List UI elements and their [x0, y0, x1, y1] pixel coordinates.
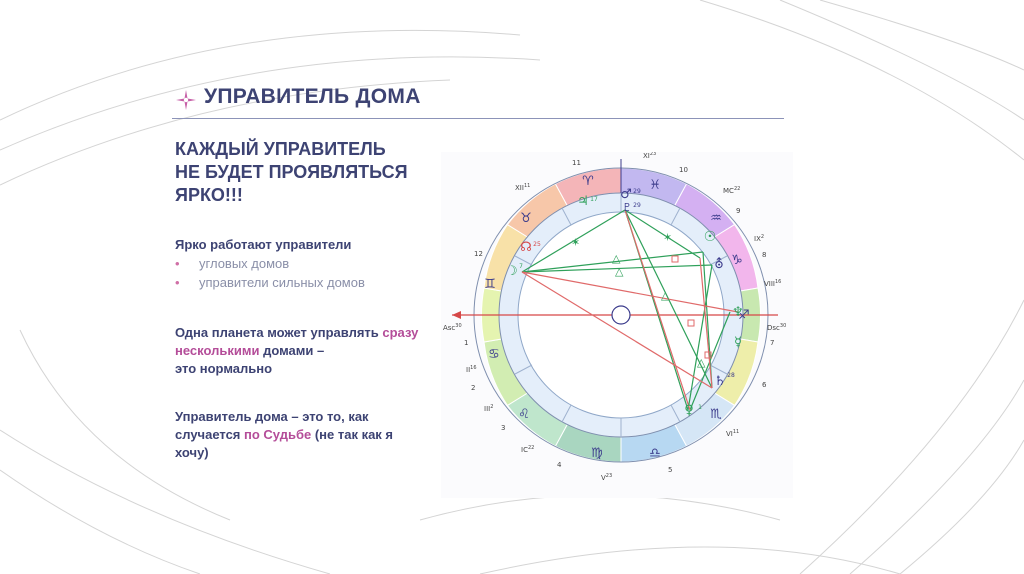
uranus-icon: ⛢: [714, 257, 724, 272]
house-label: II16: [466, 365, 477, 374]
house-label: XII11: [515, 183, 530, 192]
block-heading: Ярко работают управители: [175, 237, 352, 252]
taurus-icon: ♉: [520, 211, 532, 226]
libra-icon: ♎: [649, 446, 661, 461]
dsc-label: Dsc30: [767, 323, 786, 332]
house-number: 12: [474, 250, 483, 258]
moon-icon: ☽: [506, 264, 518, 279]
mc-label: MC22: [723, 186, 740, 195]
house-label: VIII16: [764, 279, 781, 288]
asc-label: Asc30: [443, 323, 462, 332]
aspect-symbol: △: [697, 356, 706, 369]
node-icon: ☊: [520, 240, 532, 255]
paragraph-ruler: Управитель дома – это то, как случается …: [175, 408, 430, 462]
aries-icon: ♈: [582, 174, 594, 189]
planet-degree: 29: [633, 188, 641, 195]
aspect-symbol: ✶: [571, 236, 580, 249]
text-part: Одна планета может управлять: [175, 325, 383, 340]
headline-line: ЯРКО!!!: [175, 185, 243, 205]
sparkle-icon: [176, 90, 196, 110]
saturn-icon: ♄: [714, 374, 726, 389]
text-part: (не так как я: [311, 427, 394, 442]
planet-degree: 28: [727, 372, 735, 379]
sun-icon: ☉: [704, 229, 717, 245]
planet-degree: 7: [519, 263, 523, 270]
aspect-symbol: ✶: [663, 231, 672, 244]
bullet-list: угловых домов управители сильных домов: [175, 256, 430, 290]
text-part: хочу): [175, 445, 209, 460]
list-item: управители сильных домов: [175, 275, 430, 290]
aspect-symbol: △: [615, 265, 624, 278]
planet-degree: 17: [590, 196, 598, 203]
house-number: 1: [464, 339, 468, 347]
house-label: V23: [601, 473, 612, 482]
house-label: IX2: [754, 234, 764, 243]
virgo-icon: ♍: [591, 446, 603, 461]
planet-degree: 29: [633, 202, 641, 209]
mercury-icon: ☿: [734, 335, 742, 350]
house-number: 7: [770, 339, 774, 347]
jupiter-icon: ♃: [577, 194, 589, 209]
highlight-text: по Судьбе: [244, 427, 312, 442]
ic-label: IC22: [521, 445, 534, 454]
capricorn-icon: ♑: [731, 253, 743, 268]
text-part: Управитель дома – это то, как: [175, 409, 369, 424]
house-number: 8: [762, 251, 766, 259]
text-part: случается: [175, 427, 245, 442]
text-column: КАЖДЫЙ УПРАВИТЕЛЬ НЕ БУДЕТ ПРОЯВЛЯТЬСЯ Я…: [175, 138, 430, 462]
headline: КАЖДЫЙ УПРАВИТЕЛЬ НЕ БУДЕТ ПРОЯВЛЯТЬСЯ Я…: [175, 138, 430, 207]
house-label: VI11: [726, 429, 739, 438]
leo-icon: ♌: [518, 407, 530, 422]
gemini-icon: ♊: [484, 277, 496, 292]
scorpio-icon: ♏: [710, 407, 722, 422]
paragraph-planet: Одна планета может управлять сразу неско…: [175, 324, 430, 378]
planet-degree: 1: [698, 404, 702, 411]
neptune-icon: ♆: [732, 305, 744, 320]
house-number: 2: [471, 384, 475, 392]
venus-icon: ♀: [684, 403, 694, 418]
text-part: домами –: [259, 343, 325, 358]
headline-line: НЕ БУДЕТ ПРОЯВЛЯТЬСЯ: [175, 162, 408, 182]
pisces-icon: ♓: [649, 178, 661, 193]
house-number: 4: [557, 461, 562, 469]
aquarius-icon: ♒: [710, 211, 722, 226]
aspect-symbol: △: [661, 289, 670, 302]
planet-degree: 25: [533, 241, 541, 248]
house-number: 11: [572, 159, 581, 167]
house-number: 5: [668, 466, 672, 474]
slide-title: УПРАВИТЕЛЬ ДОМА: [204, 85, 421, 108]
house-number: 9: [736, 207, 740, 215]
text-part: это нормально: [175, 361, 273, 376]
sagittarius-icon: ♐: [738, 308, 750, 323]
slide-header: УПРАВИТЕЛЬ ДОМА: [172, 82, 784, 119]
house-label: XI23: [643, 152, 656, 160]
house-number: 3: [501, 424, 505, 432]
house-label: III2: [484, 404, 493, 413]
house-number: 6: [762, 381, 767, 389]
mars-icon: ♂: [620, 187, 632, 202]
highlight-text: сразу несколькими: [175, 325, 419, 358]
natal-chart: ✶ ✶ △ △ △ △ ♈ ♓ ♒ ♑ ♐ ♏ ♎ ♍ ♌ ♋ ♊ ♉ ♃ 17…: [441, 152, 793, 498]
cancer-icon: ♋: [488, 347, 500, 362]
pluto-icon: ♇: [622, 201, 632, 214]
aspect-symbol: △: [612, 252, 621, 265]
list-item: угловых домов: [175, 256, 430, 271]
headline-line: КАЖДЫЙ УПРАВИТЕЛЬ: [175, 139, 386, 159]
house-number: 10: [679, 166, 688, 174]
